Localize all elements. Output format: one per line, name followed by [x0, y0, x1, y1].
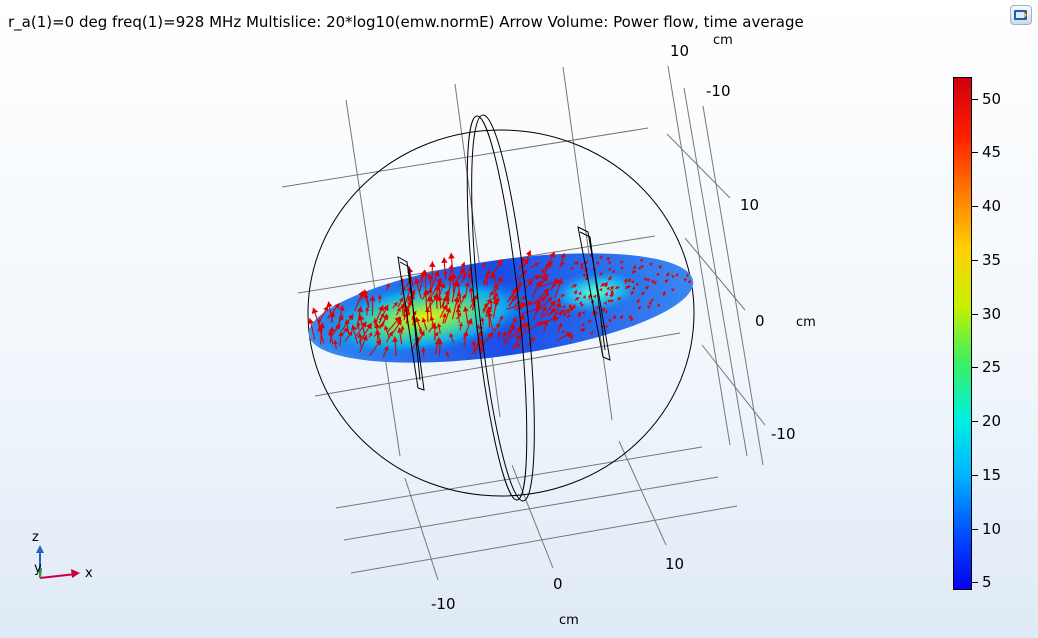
x-unit: cm [559, 613, 579, 628]
antenna-geometry [397, 114, 611, 502]
colorbar-tick: 50 [971, 91, 1001, 107]
colorbar-tick: 30 [971, 306, 1001, 322]
z-tick-neg10: -10 [706, 82, 731, 100]
y-unit: cm [796, 315, 816, 330]
colorbar-tick: 45 [971, 145, 1001, 160]
sphere-boundary [307, 129, 695, 497]
triad-x-label: x [85, 566, 93, 581]
axis-tick-labels: 10 cm -10 10 0 cm -10 10 0 cm -10 [431, 33, 816, 628]
colorbar-tick: 25 [971, 360, 1001, 375]
power-flow-arrows [307, 250, 691, 358]
x-tick-neg10: -10 [431, 595, 456, 613]
y-tick-10: 10 [740, 196, 759, 214]
x-tick-0: 0 [553, 575, 563, 593]
triad-x-axis [39, 573, 77, 579]
axis-triad: z y x [32, 530, 93, 581]
colorbar-tick: 10 [971, 521, 1001, 537]
z-tick-10: 10 [670, 42, 689, 60]
z-unit: cm [713, 33, 733, 48]
colorbar-tick: 20 [971, 414, 1001, 429]
colorbar-tick: 40 [971, 199, 1001, 214]
y-tick-neg10: -10 [771, 425, 796, 443]
plot-title: r_a(1)=0 deg freq(1)=928 MHz Multislice:… [8, 13, 804, 31]
x-tick-10: 10 [665, 555, 684, 573]
display-icon[interactable] [1010, 5, 1032, 25]
grid-lines [281, 65, 766, 581]
y-tick-0: 0 [755, 312, 765, 330]
colorbar-tick: 5 [972, 575, 992, 590]
triad-y-axis [39, 567, 42, 579]
triad-z-label: z [32, 530, 39, 545]
colorbar-tick: 15 [971, 467, 1001, 483]
colorbar-legend [953, 77, 972, 590]
triad-y-label: y [34, 561, 42, 576]
colorbar-tick: 35 [971, 252, 1001, 268]
